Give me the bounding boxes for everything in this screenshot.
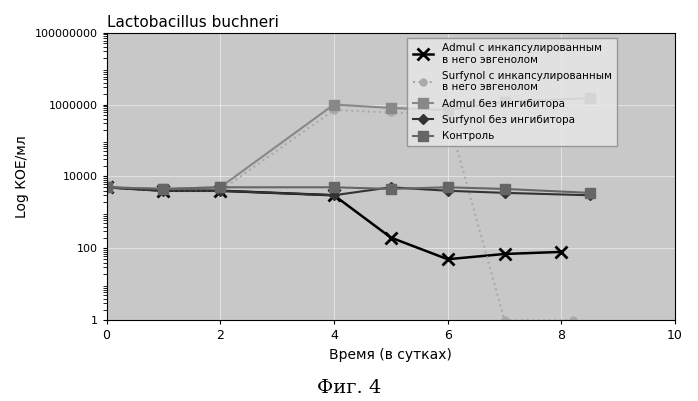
- Y-axis label: Log КОЕ/мл: Log КОЕ/мл: [15, 135, 29, 218]
- Контроль: [329, 185, 338, 190]
- Surfynol с инкапсулированным
в него эвгенолом: [329, 108, 338, 113]
- Admul с инкапсулированным
в него эвгенолом: [329, 193, 338, 198]
- Surfynol с инкапсулированным
в него эвгенолом: [216, 188, 225, 193]
- Admul с инкапсулированным
в него эвгенолом: [443, 257, 452, 261]
- Admul с инкапсулированным
в него эвгенолом: [557, 249, 565, 254]
- Text: Lactobacillus buchneri: Lactobacillus buchneri: [107, 15, 279, 30]
- Контроль: [586, 190, 594, 195]
- Surfynol без ингибитора: [586, 193, 594, 198]
- Admul с инкапсулированным
в него эвгенолом: [500, 251, 509, 256]
- Контроль: [159, 186, 168, 191]
- Surfynol с инкапсулированным
в него эвгенолом: [569, 318, 577, 323]
- Admul с инкапсулированным
в него эвгенолом: [387, 235, 395, 240]
- Surfynol с инкапсулированным
в него эвгенолом: [500, 318, 509, 323]
- Surfynol без ингибитора: [329, 193, 338, 198]
- Контроль: [500, 186, 509, 191]
- Surfynol без ингибитора: [216, 188, 225, 193]
- Admul без ингибитора: [387, 105, 395, 110]
- Text: Фиг. 4: Фиг. 4: [317, 379, 381, 397]
- Surfynol с инкапсулированным
в него эвгенолом: [159, 188, 168, 193]
- Admul с инкапсулированным
в него эвгенолом: [216, 188, 225, 193]
- Line: Admul с инкапсулированным
в него эвгенолом: Admul с инкапсулированным в него эвгенол…: [101, 182, 567, 265]
- Line: Admul без ингибитора: Admul без ингибитора: [102, 93, 595, 194]
- Admul без ингибитора: [329, 102, 338, 107]
- Контроль: [387, 186, 395, 191]
- Surfynol без ингибитора: [103, 185, 111, 190]
- Admul без ингибитора: [159, 186, 168, 191]
- Surfynol без ингибитора: [387, 185, 395, 190]
- Legend: Admul с инкапсулированным
в него эвгенолом, Surfynol с инкапсулированным
в него : Admul с инкапсулированным в него эвгенол…: [408, 38, 617, 146]
- Surfynol с инкапсулированным
в него эвгенолом: [443, 113, 452, 118]
- Line: Surfynol без ингибитора: Surfynol без ингибитора: [103, 184, 593, 199]
- Admul без ингибитора: [103, 185, 111, 190]
- Admul без ингибитора: [443, 108, 452, 113]
- Surfynol с инкапсулированным
в него эвгенолом: [103, 185, 111, 190]
- X-axis label: Время (в сутках): Время (в сутках): [329, 348, 452, 362]
- Surfynol без ингибитора: [500, 190, 509, 195]
- Admul без ингибитора: [586, 96, 594, 101]
- Контроль: [216, 185, 225, 190]
- Admul без ингибитора: [500, 99, 509, 104]
- Admul с инкапсулированным
в него эвгенолом: [103, 185, 111, 190]
- Surfynol без ингибитора: [159, 188, 168, 193]
- Admul с инкапсулированным
в него эвгенолом: [159, 188, 168, 193]
- Контроль: [443, 185, 452, 190]
- Line: Surfynol с инкапсулированным
в него эвгенолом: Surfynol с инкапсулированным в него эвге…: [103, 107, 577, 324]
- Контроль: [103, 185, 111, 190]
- Surfynol без ингибитора: [443, 188, 452, 193]
- Admul без ингибитора: [216, 185, 225, 190]
- Surfynol с инкапсулированным
в него эвгенолом: [387, 110, 395, 115]
- Line: Контроль: Контроль: [102, 182, 595, 198]
